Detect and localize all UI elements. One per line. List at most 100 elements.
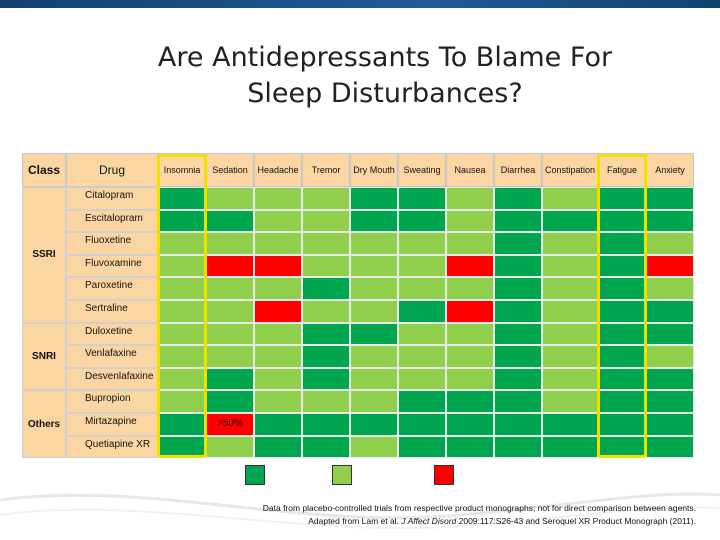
effect-cell [350, 345, 398, 368]
effect-cell [302, 413, 350, 436]
effect-cell [646, 345, 694, 368]
drug-cell: Mirtazapine [66, 413, 158, 436]
drug-name: Bupropion [85, 393, 131, 405]
drug-cell: Venlafaxine [66, 345, 158, 368]
effect-cell [542, 254, 598, 278]
effect-cell [302, 209, 350, 233]
drug-name: Desvenlafaxine [85, 370, 154, 382]
effect-cell [646, 367, 694, 391]
effect-cell [254, 254, 302, 278]
drug-cell: Citalopram [66, 187, 158, 210]
effect-cell [350, 254, 398, 278]
effect-cell [398, 232, 446, 255]
drug-cell: Duloxetine [66, 322, 158, 346]
effect-cell [398, 300, 446, 323]
effect-cell [206, 322, 254, 346]
header-drug: Drug [66, 153, 158, 187]
drug-name: Paroxetine [85, 280, 133, 292]
effect-cell [542, 232, 598, 255]
header-effect-anxiety: Anxiety [646, 153, 694, 187]
header-effect-diarrhea: Diarrhea [494, 153, 542, 187]
effect-cell [494, 300, 542, 323]
effect-cell [254, 187, 302, 210]
effect-cell [302, 435, 350, 459]
class-cell-others: Others [22, 390, 66, 459]
effect-cell [302, 254, 350, 278]
top-banner [0, 0, 720, 8]
effect-cell [446, 345, 494, 368]
class-cell-ssri: SSRI [22, 187, 66, 323]
drug-name: Escitalopram [85, 212, 143, 224]
effect-cell [350, 435, 398, 459]
drug-cell: Bupropion [66, 390, 158, 413]
effect-cell [398, 277, 446, 300]
title-line-1: Are Antidepressants To Blame For [157, 42, 613, 73]
highlight-column-outline [597, 154, 647, 458]
effect-cell [398, 367, 446, 391]
effect-cell [206, 345, 254, 368]
effect-cell [254, 277, 302, 300]
header-effect-constipation: Constipation [542, 153, 598, 187]
effect-cell [206, 390, 254, 413]
title-line-2: Sleep Disturbances? [247, 78, 523, 109]
header-effect-nausea: Nausea [446, 153, 494, 187]
effect-cell [254, 435, 302, 459]
effect-cell [254, 322, 302, 346]
header-effect-sedation: Sedation [206, 153, 254, 187]
effect-cell [446, 390, 494, 413]
over-50-percent-label: >50% [217, 418, 243, 429]
effect-cell [646, 413, 694, 436]
effect-cell [494, 345, 542, 368]
effect-cell [446, 277, 494, 300]
drug-name: Duloxetine [85, 325, 133, 337]
drug-cell: Escitalopram [66, 209, 158, 233]
effect-cell [494, 435, 542, 459]
effect-cell [398, 435, 446, 459]
effect-cell [646, 277, 694, 300]
effect-cell [542, 209, 598, 233]
effect-cell [302, 300, 350, 323]
drug-cell: Quetiapine XR [66, 435, 158, 459]
effect-cell [494, 254, 542, 278]
effect-cell [302, 232, 350, 255]
effect-cell [350, 390, 398, 413]
effect-cell [446, 367, 494, 391]
effect-cell [542, 277, 598, 300]
effect-cell [646, 300, 694, 323]
effect-cell [542, 367, 598, 391]
drug-name: Mirtazapine [85, 416, 137, 427]
effect-cell [494, 322, 542, 346]
drug-cell: Desvenlafaxine [66, 367, 158, 391]
effect-cell [646, 390, 694, 413]
slide-title: Are Antidepressants To Blame For Sleep D… [120, 40, 650, 112]
effect-cell [542, 435, 598, 459]
effect-cell [206, 277, 254, 300]
effect-cell [302, 277, 350, 300]
drug-name: Citalopram [85, 190, 134, 201]
effect-cell [206, 209, 254, 233]
header-effect-insomnia: Insomnia [158, 153, 206, 187]
effect-cell [646, 187, 694, 210]
effect-cell [254, 345, 302, 368]
effect-cell [302, 345, 350, 368]
effect-cell [254, 232, 302, 255]
legend-swatch-dark-green [245, 465, 265, 485]
drug-name: Venlafaxine [85, 348, 137, 360]
effect-cell [254, 413, 302, 436]
effect-cell [542, 413, 598, 436]
effect-cell [206, 300, 254, 323]
effect-cell [206, 232, 254, 255]
effect-cell [398, 254, 446, 278]
footnote-line-2: Adapted from Lam et al. J Affect Disord … [308, 516, 696, 526]
drug-cell: Fluoxetine [66, 232, 158, 255]
effect-cell [254, 209, 302, 233]
effect-cell [446, 209, 494, 233]
effect-cell [254, 367, 302, 391]
effect-cell [494, 209, 542, 233]
effect-cell [494, 277, 542, 300]
drug-cell: Paroxetine [66, 277, 158, 300]
legend-swatch-red [434, 465, 454, 485]
effect-cell [494, 413, 542, 436]
footnote: Data from placebo-controlled trials from… [176, 502, 696, 528]
effect-cell [398, 187, 446, 210]
